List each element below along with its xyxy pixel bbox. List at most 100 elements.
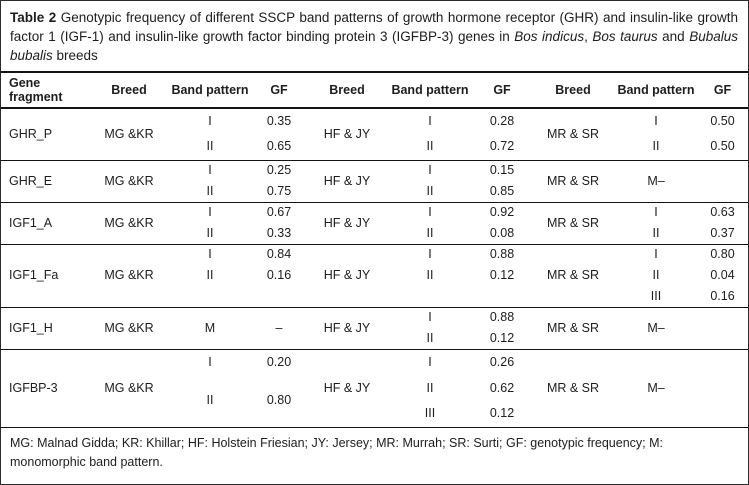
band-pattern-cell: II <box>206 393 214 408</box>
gene-cell: IGF1_Fa <box>1 243 89 307</box>
breed-cell: HF & JY <box>307 306 387 349</box>
band-pattern-cell: M– <box>615 159 697 202</box>
gf-cell: 0.16 <box>266 268 292 282</box>
breed-cell: HF & JY <box>323 126 371 141</box>
gf-cell: 0.50 <box>710 114 735 128</box>
table-row: II 0.33 II 0.08 II 0.37 <box>1 223 748 244</box>
band-pattern-cell: I <box>615 243 697 265</box>
gf-cell: – <box>251 306 307 349</box>
band-pattern-cell: I <box>169 243 251 265</box>
band-pattern-cell: II <box>426 183 434 198</box>
table-row: IGFBP-3 MG &KR I 0.20 HF & JY I 0.26 MR … <box>1 348 748 427</box>
breed-cell: MG &KR <box>89 243 169 307</box>
gf-cell: 0.08 <box>489 225 515 240</box>
band-pattern-cell: I <box>387 159 473 181</box>
header-gene-fragment: Gene fragment <box>1 71 89 109</box>
gf-cell: 0.80 <box>697 243 748 265</box>
breed-cell: MR & SR <box>546 126 600 141</box>
gf-cell: 0.12 <box>489 268 515 282</box>
table-row: IGF1_A MG &KR I 0.67 HF & JY I 0.92 MR &… <box>1 201 748 244</box>
gf-cell: 0.12 <box>489 330 515 345</box>
band-pattern-cell: I <box>387 201 473 223</box>
header-band-pattern-1: Band pattern <box>169 71 251 109</box>
header-gf-3: GF <box>697 71 748 109</box>
breed-cell: HF & JY <box>307 348 387 427</box>
band-pattern-cell: I <box>208 114 212 128</box>
gene-cell: GHR_P <box>9 126 53 141</box>
breed-cell: HF & JY <box>307 243 387 307</box>
table-row: II 0.12 <box>1 328 748 349</box>
band-pattern-cell: M– <box>615 348 697 427</box>
breed-cell: MG &KR <box>89 306 169 349</box>
caption-text-3: and <box>657 29 690 44</box>
table-row: GHR_P MG &KR I 0.35 HF & JY I 0.28 MR & … <box>1 108 748 141</box>
gf-cell: 0.16 <box>710 288 735 303</box>
gf-cell: 0.80 <box>266 393 292 408</box>
table-row: GHR_E MG &KR I 0.25 HF & JY I 0.15 MR & … <box>1 159 748 202</box>
table-footnote: MG: Malnad Gidda; KR: Khillar; HF: Holst… <box>10 435 663 469</box>
band-pattern-cell: I <box>428 114 432 128</box>
gf-cell: 0.12 <box>489 406 515 421</box>
header-breed-3: Breed <box>531 71 615 109</box>
table-row: III 0.12 <box>1 401 748 427</box>
gf-cell: 0.35 <box>266 114 292 128</box>
band-pattern-cell: II <box>652 225 660 240</box>
band-pattern-cell: II <box>426 380 434 395</box>
breed-cell: MG &KR <box>89 348 169 427</box>
gf-cell: 0.75 <box>266 183 292 198</box>
species-bos-taurus: Bos taurus <box>592 29 658 44</box>
band-pattern-cell: II <box>206 225 214 240</box>
band-pattern-cell: I <box>169 159 251 181</box>
header-gf-1: GF <box>251 71 307 109</box>
gf-cell: 0.88 <box>473 306 531 328</box>
gf-cell: 0.62 <box>489 380 515 395</box>
band-pattern-cell: I <box>169 348 251 375</box>
caption-text-2: , <box>584 29 593 44</box>
caption-text-4: breeds <box>52 48 98 63</box>
header-band-pattern-2: Band pattern <box>387 71 473 109</box>
band-pattern-cell: I <box>387 243 473 265</box>
gene-cell: IGFBP-3 <box>1 348 89 427</box>
table-row: II 0.16 II 0.12 II 0.04 <box>1 265 748 286</box>
breed-cell: MG &KR <box>89 159 169 202</box>
header-row: Gene fragment Breed Band pattern GF Bree… <box>1 71 748 109</box>
band-pattern-cell: III <box>424 406 436 421</box>
band-pattern-cell: III <box>650 288 662 303</box>
gf-cell: 0.37 <box>710 225 735 240</box>
band-pattern-cell: M– <box>615 306 697 349</box>
band-pattern-cell: I <box>654 114 658 128</box>
breed-cell: MR & SR <box>531 243 615 307</box>
gf-cell <box>697 159 748 202</box>
gf-cell: 0.72 <box>489 139 515 154</box>
header-breed-2: Breed <box>307 71 387 109</box>
gf-cell: 0.20 <box>251 348 307 375</box>
caption-text-1: Genotypic frequency of different SSCP ba… <box>10 10 738 44</box>
band-pattern-cell: II <box>426 225 434 240</box>
gene-cell: IGF1_A <box>1 201 89 244</box>
empty-cell <box>473 286 531 307</box>
band-pattern-cell: II <box>206 268 214 282</box>
breed-cell: MR & SR <box>531 159 615 202</box>
breed-cell: HF & JY <box>307 159 387 202</box>
gf-cell: 0.67 <box>251 201 307 223</box>
gene-cell: IGF1_H <box>1 306 89 349</box>
species-bos-indicus: Bos indicus <box>514 29 585 44</box>
table-row: III 0.16 <box>1 286 748 307</box>
empty-cell <box>251 286 307 307</box>
band-pattern-cell: I <box>169 201 251 223</box>
gf-cell: 0.50 <box>710 139 735 154</box>
band-pattern-cell: I <box>387 306 473 328</box>
table-row: II 0.75 II 0.85 <box>1 181 748 202</box>
gf-cell: 0.33 <box>266 225 292 240</box>
empty-cell <box>169 286 251 307</box>
table-row: IGF1_H MG &KR M – HF & JY I 0.88 MR & SR… <box>1 306 748 349</box>
table-row: II 0.65 II 0.72 II 0.50 <box>1 134 748 160</box>
band-pattern-cell: II <box>426 268 434 282</box>
genotype-frequency-table: Gene fragment Breed Band pattern GF Bree… <box>1 71 748 428</box>
gf-cell: 0.15 <box>473 159 531 181</box>
band-pattern-cell: I <box>615 201 697 223</box>
band-pattern-cell: M <box>169 306 251 349</box>
gene-cell: GHR_E <box>1 159 89 202</box>
band-pattern-cell: II <box>652 268 660 282</box>
band-pattern-cell: II <box>426 139 434 154</box>
